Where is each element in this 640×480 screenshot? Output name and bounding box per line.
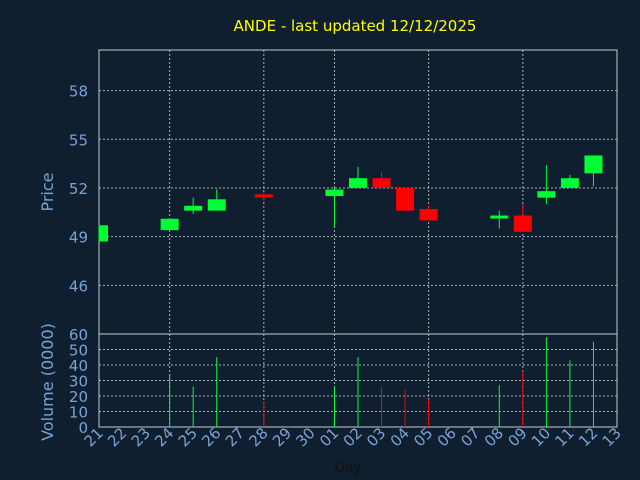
candle-body [207,199,226,211]
volume-tick-label: 50 [69,342,88,360]
x-tick-label: 30 [293,424,319,450]
volume-tick-label: 30 [69,373,88,391]
price-tick-label: 58 [69,83,88,101]
price-tick-label: 46 [69,277,88,295]
candle-body [490,215,509,219]
x-tick-label: 11 [552,424,578,450]
x-tick-label: 03 [363,424,389,450]
volume-axis-label: Volume (0000) [38,323,57,441]
volume-tick-label: 20 [69,388,88,406]
x-tick-label: 22 [104,424,130,450]
candle-body [537,191,556,198]
price-tick-label: 52 [69,180,88,198]
volume-tick-label: 0 [78,419,88,437]
x-tick-label: 23 [128,424,154,450]
volume-tick-label: 40 [69,357,88,375]
x-tick-label: 26 [198,424,224,450]
candle-body [513,215,532,232]
candles-group [98,155,603,242]
candle-body [396,187,415,211]
x-tick-label: 13 [599,424,625,450]
candle-body [419,209,438,221]
x-tick-label: 05 [410,424,436,450]
x-tick-label: 12 [575,424,601,450]
price-tick-label: 49 [69,229,88,247]
x-tick-label: 28 [245,424,271,450]
candle-body [584,155,603,174]
candle-body [254,194,273,198]
x-tick-label: 04 [387,424,413,450]
x-tick-label: 10 [528,424,554,450]
x-tick-label: 24 [151,424,177,450]
candle-body [325,189,344,197]
x-tick-label: 27 [222,424,248,450]
x-tick-label: 08 [481,424,507,450]
x-tick-label: 25 [175,424,201,450]
candle-body [184,205,203,211]
candle-body [372,178,391,188]
chart-title: ANDE - last updated 12/12/2025 [234,17,477,35]
candle-body [160,218,179,231]
volume-bars-group [169,337,594,427]
x-axis-label: Day [334,460,362,476]
volume-tick-label: 60 [69,326,88,344]
price-tick-label: 55 [69,131,88,149]
x-tick-label: 06 [434,424,460,450]
x-tick-label: 07 [457,424,483,450]
x-tick-label: 09 [504,424,530,450]
x-tick-label: 29 [269,424,295,450]
candle-body [99,225,108,242]
candle-body [349,178,367,188]
x-tick-label: 01 [316,424,342,450]
candle-body [560,178,579,188]
volume-tick-label: 10 [69,404,88,422]
price-axis-label: Price [38,172,57,211]
tick-labels-group: 4649525558010203040506021222324252627282… [69,83,625,451]
x-tick-label: 02 [340,424,366,450]
